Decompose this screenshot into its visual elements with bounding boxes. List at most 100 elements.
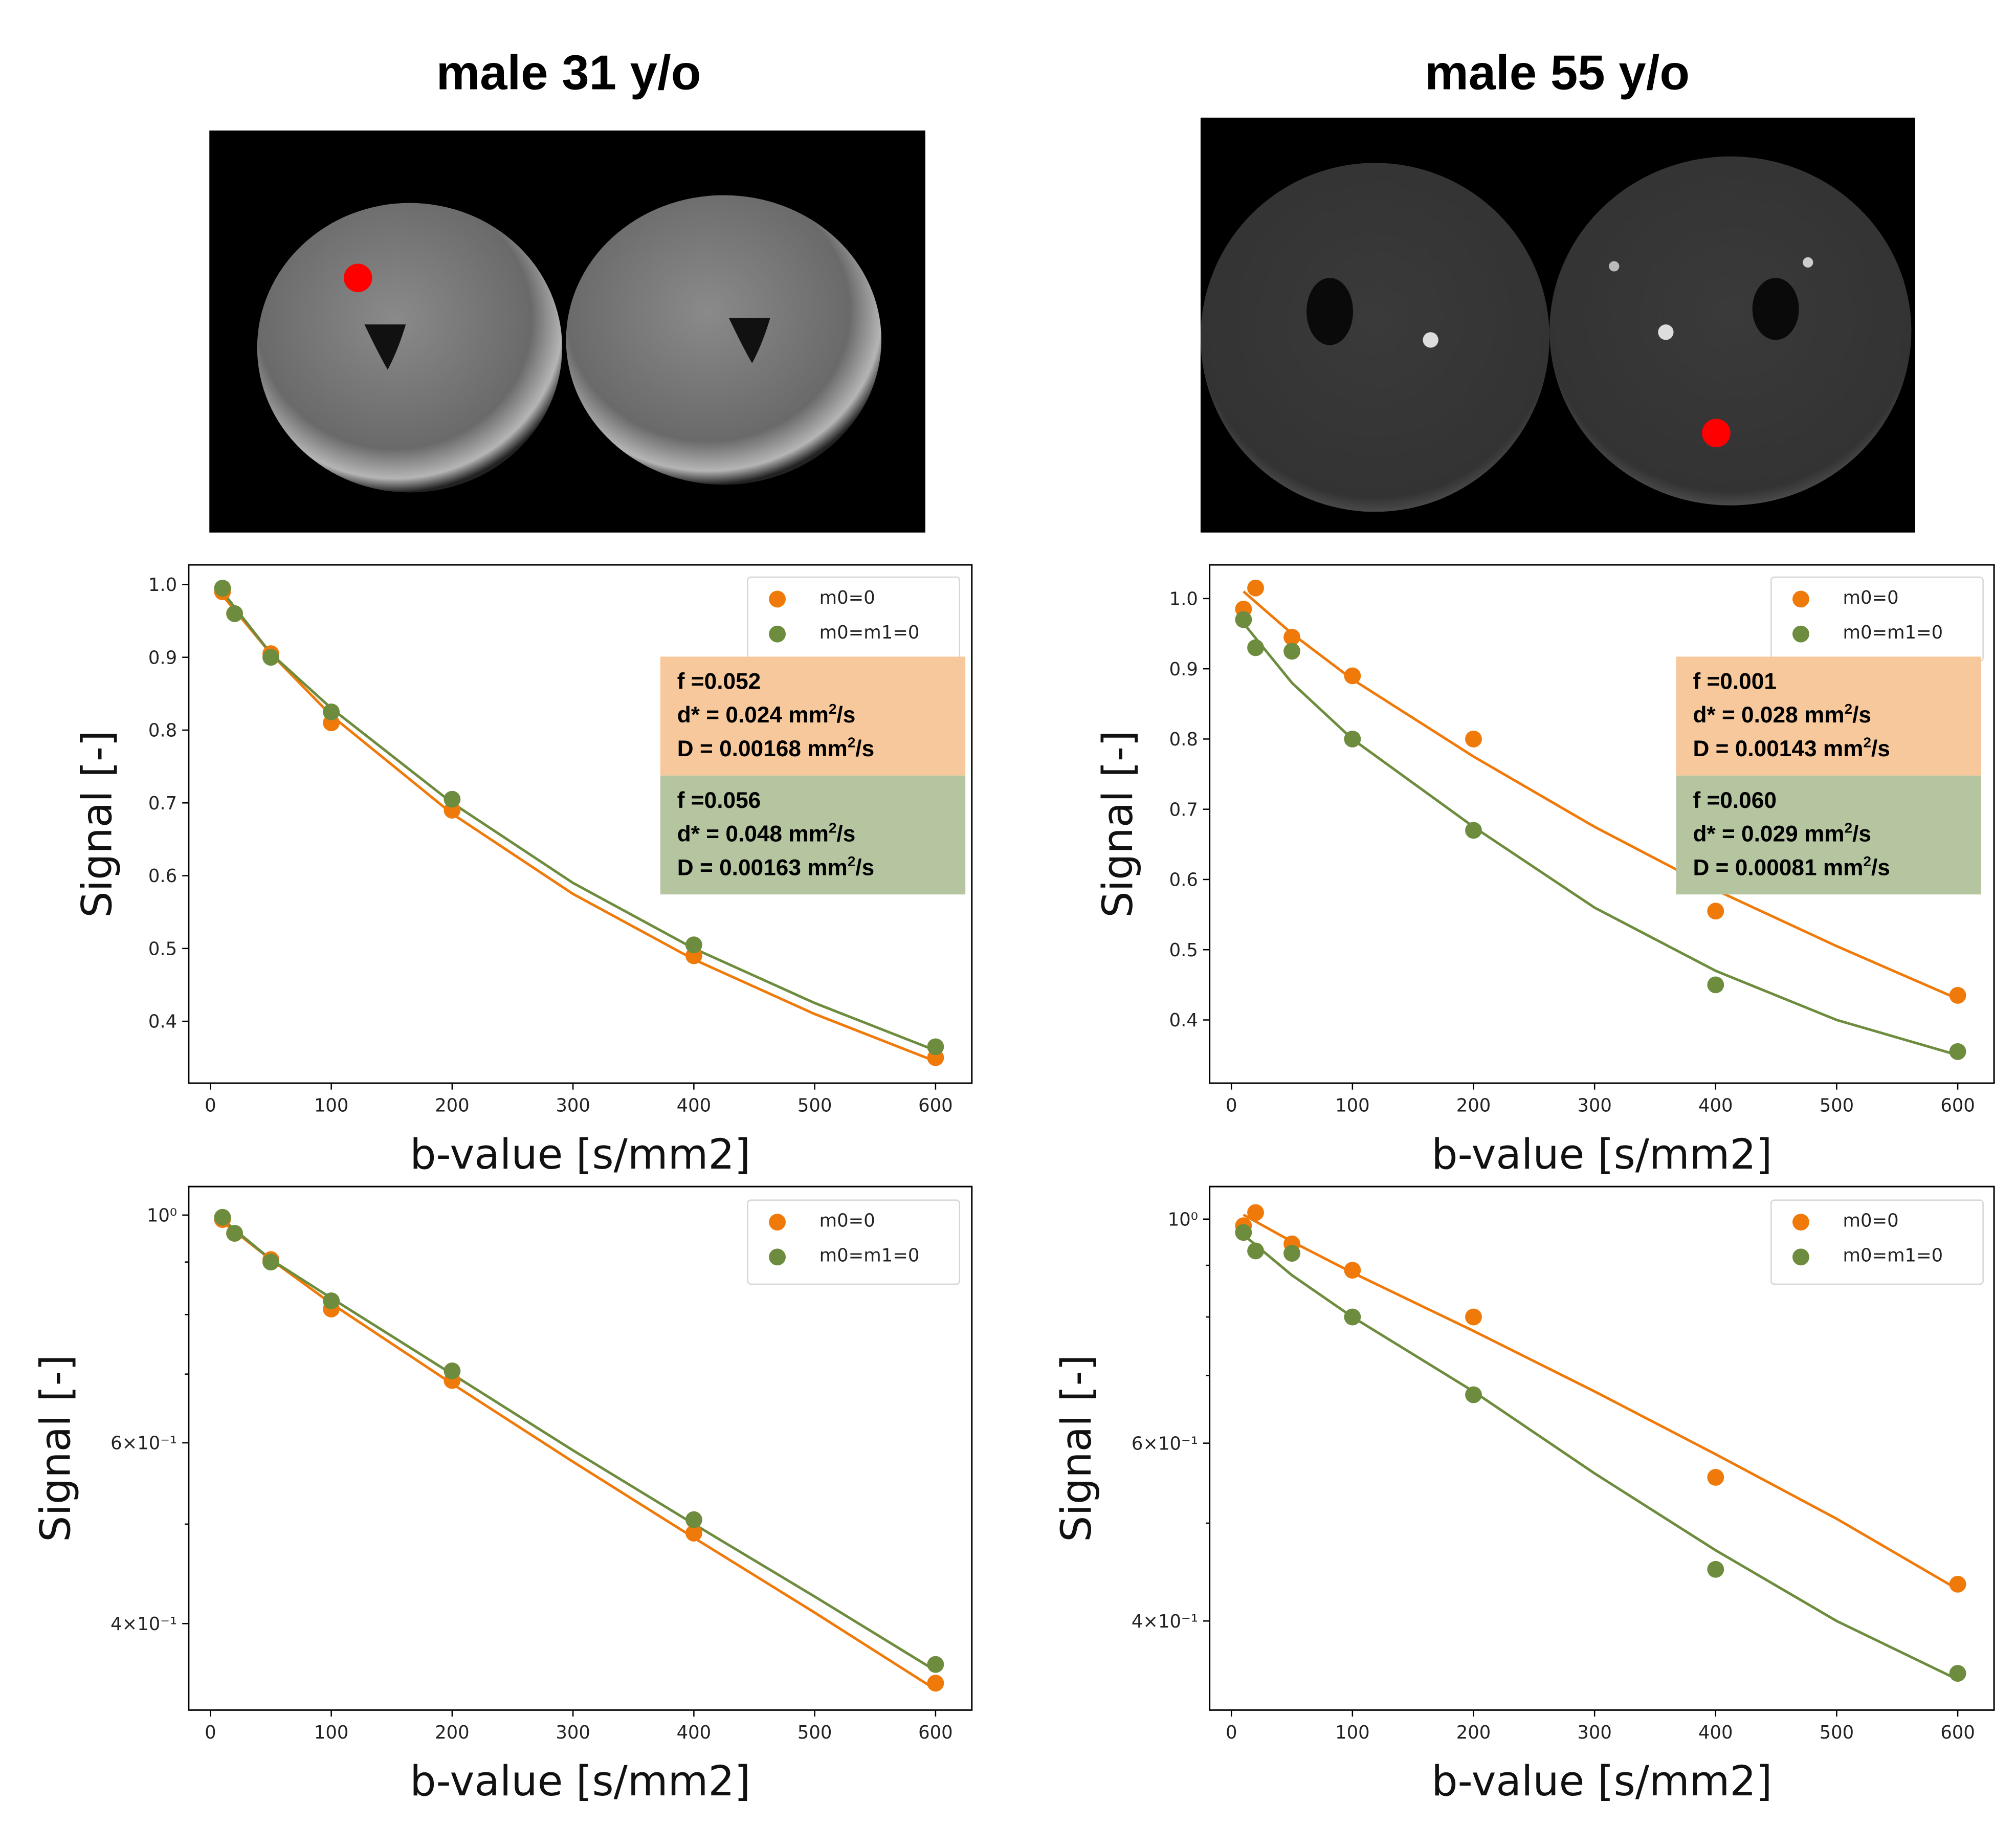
data-point-orange: [1465, 1308, 1482, 1326]
data-point-green: [444, 790, 461, 808]
x-axis-label: b-value [s/mm2]: [410, 1757, 750, 1806]
fit-params-orange: f =0.052 d* = 0.024 mm2/s D = 0.00168 mm…: [660, 656, 966, 776]
y-tick-label: 6×10⁻¹: [1132, 1433, 1198, 1454]
param-f: f =0.060: [1693, 787, 1777, 814]
x-axis-label: b-value [s/mm2]: [1431, 1131, 1772, 1179]
data-point-orange: [1707, 903, 1724, 920]
fit-params-orange: f =0.001 d* = 0.028 mm2/s D = 0.00143 mm…: [1676, 656, 1981, 776]
legend-label: m0=0: [1843, 588, 1899, 609]
y-tick-label: 0.6: [148, 866, 177, 887]
data-point-green: [927, 1656, 944, 1673]
data-point-orange: [1344, 667, 1361, 685]
axes-frame: [1209, 1185, 1995, 1711]
x-tick-label: 300: [1577, 1722, 1611, 1743]
legend-bottom-right: m0=0 m0=m1=0: [1770, 1199, 1984, 1285]
y-axis-label: Signal [-]: [32, 1355, 80, 1542]
data-point-green: [1235, 1224, 1252, 1241]
x-tick-label: 200: [1456, 1722, 1491, 1743]
data-point-green: [214, 1208, 231, 1226]
data-point-green: [1707, 976, 1724, 994]
param-D: D = 0.00081 mm2/s: [1693, 854, 1890, 881]
data-point-green: [927, 1038, 944, 1056]
legend-bottom-left: m0=0 m0=m1=0: [747, 1199, 961, 1285]
y-tick-label: 10⁰: [1168, 1209, 1198, 1230]
data-point-orange: [1344, 1262, 1361, 1279]
data-point-green: [1949, 1043, 1966, 1060]
chart-4: 0 100 200 300 400 500 600 10⁰ 6×10⁻¹ 4×10⁻¹ b-valu…: [1053, 1185, 1995, 1806]
data-point-green: [1344, 1308, 1361, 1326]
legend-marker-green: [769, 1248, 786, 1265]
x-tick-label: 500: [797, 1095, 832, 1116]
y-tick-label: 0.8: [148, 720, 177, 741]
data-point-orange: [1465, 730, 1482, 748]
param-D: D = 0.00168 mm2/s: [677, 735, 875, 761]
y-tick-label: 0.4: [148, 1012, 177, 1032]
fit-line-green: [1243, 1234, 1959, 1681]
legend-marker-orange: [769, 590, 786, 607]
y-tick-label: 0.7: [148, 793, 177, 814]
fit-params-green: f =0.060 d* = 0.029 mm2/s D = 0.00081 mm…: [1676, 775, 1981, 895]
y-tick-label: 0.5: [1169, 940, 1198, 961]
data-point-green: [1283, 643, 1300, 660]
param-D: D = 0.00143 mm2/s: [1693, 735, 1890, 761]
mri-image-right: [1200, 117, 1915, 533]
chart-2: 0 100 200 300 400 500 600 0.4 0.5 0.6 0.7 0.8 0.9 1.0…: [1094, 564, 1995, 1179]
x-tick-label: 100: [1335, 1722, 1369, 1743]
param-dstar: d* = 0.028 mm2/s: [1693, 701, 1872, 728]
thigh-right: [566, 195, 881, 485]
y-tick-label: 0.7: [1169, 799, 1198, 820]
x-tick-label: 500: [797, 1722, 832, 1743]
data-point-green: [1247, 1242, 1264, 1260]
param-D: D = 0.00163 mm2/s: [677, 854, 875, 881]
data-point-orange: [1247, 1204, 1264, 1221]
y-tick-label: 10⁰: [147, 1205, 177, 1226]
fit-line-green: [1242, 622, 1958, 1057]
legend-marker-green: [1792, 625, 1809, 642]
x-axis-label: b-value [s/mm2]: [1431, 1757, 1772, 1806]
legend-marker-orange: [769, 1213, 786, 1230]
x-tick-label: 400: [1698, 1722, 1733, 1743]
y-tick-label: 6×10⁻¹: [110, 1433, 177, 1454]
param-dstar: d* = 0.024 mm2/s: [677, 701, 856, 728]
param-dstar: d* = 0.048 mm2/s: [677, 821, 856, 847]
data-point-orange: [1707, 1469, 1724, 1486]
x-tick-label: 400: [677, 1095, 712, 1116]
x-tick-label: 600: [1940, 1095, 1975, 1116]
x-tick-label: 600: [918, 1722, 953, 1743]
x-tick-label: 300: [556, 1722, 590, 1743]
y-tick-label: 0.5: [148, 938, 177, 959]
legend-label: m0=m1=0: [819, 1246, 920, 1267]
y-tick-label: 1.0: [1169, 589, 1198, 610]
data-point-green: [323, 1292, 340, 1309]
legend-label: m0=0: [819, 1211, 875, 1232]
axes-frame: [1209, 564, 1995, 1084]
data-point-green: [1465, 1386, 1482, 1403]
chart-1: 0 100 200 300 400 500 600 0.4 0.5 0.6 0.7 0.8 0.9 1.0…: [73, 564, 973, 1179]
y-axis-label: Signal [-]: [1053, 1355, 1101, 1542]
x-tick-label: 300: [1577, 1095, 1611, 1116]
data-point-orange: [927, 1675, 944, 1692]
mri-image-left: [209, 130, 925, 533]
data-point-orange: [1949, 1575, 1966, 1593]
x-tick-label: 100: [314, 1722, 349, 1743]
fit-line-orange: [1243, 590, 1959, 1000]
x-axis-label: b-value [s/mm2]: [410, 1131, 750, 1179]
data-point-green: [685, 936, 702, 954]
x-tick-label: 400: [1698, 1095, 1733, 1116]
x-tick-label: 0: [1226, 1095, 1237, 1116]
legend-label: m0=m1=0: [1843, 623, 1943, 644]
data-point-green: [1949, 1665, 1966, 1682]
fit-params-left: f =0.052 d* = 0.024 mm2/s D = 0.00168 mm…: [660, 656, 966, 895]
x-tick-label: 300: [556, 1095, 590, 1116]
x-tick-label: 500: [1820, 1722, 1854, 1743]
legend-label: m0=m1=0: [1843, 1246, 1943, 1267]
x-tick-label: 200: [435, 1722, 470, 1743]
y-tick-label: 4×10⁻¹: [110, 1614, 177, 1635]
fit-line-green: [221, 590, 936, 1052]
x-tick-label: 100: [314, 1095, 349, 1116]
y-tick-label: 0.9: [148, 647, 177, 668]
fit-params-green: f =0.056 d* = 0.048 mm2/s D = 0.00163 mm…: [660, 775, 966, 895]
axes-frame: [188, 1185, 973, 1711]
data-point-green: [262, 649, 279, 666]
legend-marker-green: [1792, 1248, 1809, 1265]
